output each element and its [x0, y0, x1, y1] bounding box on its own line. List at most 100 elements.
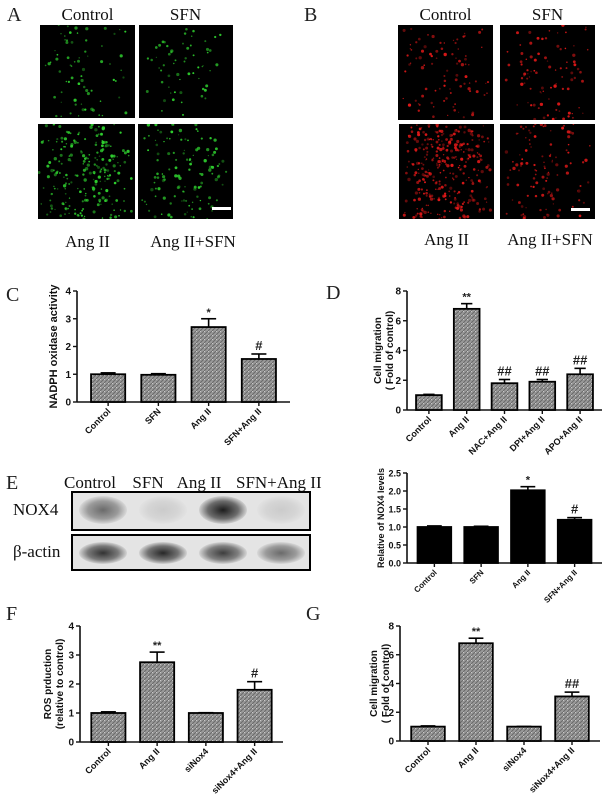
svg-text:Control: Control — [83, 746, 113, 776]
svg-text:6: 6 — [395, 316, 401, 327]
bar — [139, 651, 176, 743]
chart-g-cell-migration: 0 2 4 6 8 Cell migration( Fold of control) Con… — [355, 620, 604, 802]
micrograph-a-sfn — [139, 25, 233, 118]
western-blot-beta-actin — [71, 534, 311, 571]
svg-text:0: 0 — [388, 737, 394, 748]
svg-text:1.0: 1.0 — [388, 523, 401, 533]
svg-text:2: 2 — [68, 680, 74, 691]
micrograph-a-angii-sfn — [138, 124, 233, 219]
panel-label-a: A — [7, 4, 22, 26]
chart-f-ros-production: 0 1 2 3 4 ROS prduction (relative to control) C… — [40, 620, 300, 802]
svg-text:*: * — [206, 307, 211, 319]
svg-text:Relative of NOX4 levels: Relative of NOX4 levels — [376, 468, 386, 568]
blot-band — [257, 496, 305, 524]
blot-row-nox4: NOX4 — [13, 500, 59, 519]
svg-text:( Fold of control): ( Fold of control) — [381, 644, 392, 723]
bar — [236, 680, 273, 743]
bar — [140, 372, 177, 403]
panel-b-caption-angii: Ang II — [424, 230, 469, 249]
scale-bar — [571, 208, 590, 211]
panel-b-caption-angii-sfn: Ang II+SFN — [507, 230, 593, 249]
bar — [566, 367, 594, 411]
blot-lane-control: Control — [64, 473, 116, 492]
svg-text:3: 3 — [68, 651, 74, 662]
svg-text:1: 1 — [65, 370, 71, 381]
blot-band — [79, 496, 127, 524]
svg-text:Ang II: Ang II — [446, 414, 471, 439]
panel-a-caption-control: Control — [61, 5, 114, 24]
panel-label-f: F — [6, 603, 18, 625]
bar — [490, 378, 519, 411]
svg-text:2.0: 2.0 — [388, 487, 401, 497]
svg-text:6: 6 — [388, 650, 394, 661]
svg-text:Ang II: Ang II — [510, 568, 532, 590]
svg-text:4: 4 — [68, 622, 74, 633]
svg-text:siNox4: siNox4 — [500, 745, 528, 773]
panel-label-e: E — [6, 472, 19, 494]
blot-lane-sfn-angii: SFN+Ang II — [236, 473, 322, 492]
western-blot-nox4 — [71, 491, 311, 531]
svg-text:0.0: 0.0 — [388, 559, 401, 569]
bar — [463, 525, 499, 564]
panel-b-caption-sfn: SFN — [531, 5, 564, 24]
svg-text:1: 1 — [68, 709, 74, 720]
svg-text:NADPH oxidase activity: NADPH oxidase activity — [48, 284, 60, 409]
blot-band — [79, 542, 127, 564]
chart-d-cell-migration: 0 2 4 6 8 Cell migration( Fold of control) Con… — [355, 283, 604, 463]
svg-text:Cell migration: Cell migration — [369, 650, 380, 717]
svg-text:#: # — [571, 502, 579, 517]
svg-text:2: 2 — [388, 708, 394, 719]
bar — [187, 711, 224, 743]
svg-text:SFN+Ang II: SFN+Ang II — [222, 406, 263, 447]
bar — [410, 725, 446, 742]
svg-text:Ang II: Ang II — [137, 746, 162, 771]
svg-text:siNox4+Ang II: siNox4+Ang II — [210, 746, 259, 795]
svg-text:siNox4+Ang II: siNox4+Ang II — [527, 745, 576, 794]
bar — [458, 637, 494, 742]
bar — [556, 516, 593, 564]
micrograph-a-angii — [38, 124, 135, 219]
svg-text:(relative to control): (relative to control) — [55, 639, 66, 730]
bar — [452, 302, 481, 411]
svg-text:3: 3 — [65, 314, 71, 325]
chart-e-nox4-levels: 0.0 0.5 1.0 1.5 2.0 2.5 Relative of NOX4 level… — [355, 465, 604, 605]
panel-b-caption-control: Control — [419, 5, 472, 24]
svg-text:DPI+Ang II: DPI+Ang II — [508, 414, 547, 453]
panel-label-g: G — [306, 603, 321, 625]
svg-text:2: 2 — [395, 376, 401, 387]
svg-text:**: ** — [472, 626, 481, 638]
bar — [240, 353, 277, 403]
svg-text:siNox4: siNox4 — [182, 746, 210, 774]
scale-bar — [212, 207, 231, 210]
svg-text:0: 0 — [65, 398, 71, 409]
svg-text:##: ## — [565, 676, 580, 691]
svg-text:4: 4 — [65, 287, 71, 298]
blot-band — [257, 542, 305, 564]
svg-text:Ang II: Ang II — [188, 406, 213, 431]
svg-text:##: ## — [497, 364, 512, 379]
bar — [90, 711, 127, 743]
svg-text:SFN: SFN — [468, 568, 486, 586]
svg-text:NAC+Ang II: NAC+Ang II — [467, 414, 509, 456]
panel-a-caption-sfn: SFN — [169, 5, 202, 24]
svg-text:SFN: SFN — [143, 406, 163, 426]
svg-text:#: # — [255, 338, 263, 353]
svg-text:**: ** — [153, 640, 162, 652]
bar — [528, 378, 557, 411]
micrograph-b-angii-sfn — [500, 124, 595, 219]
panel-label-d: D — [326, 282, 341, 304]
svg-text:Control: Control — [412, 568, 438, 594]
micrograph-a-control — [40, 25, 135, 118]
svg-text:ROS prduction: ROS prduction — [43, 649, 54, 720]
blot-lane-sfn: SFN — [132, 473, 164, 492]
blot-band — [139, 542, 187, 564]
svg-text:Control: Control — [403, 745, 433, 775]
svg-text:**: ** — [462, 292, 471, 304]
bar — [510, 485, 546, 564]
svg-text:2.5: 2.5 — [388, 469, 401, 479]
panel-a-caption-angii-sfn: Ang II+SFN — [150, 232, 236, 251]
blot-band — [199, 496, 247, 524]
svg-text:8: 8 — [395, 287, 401, 298]
blot-lane-angii: Ang II — [176, 473, 222, 492]
svg-text:1.5: 1.5 — [388, 505, 401, 515]
